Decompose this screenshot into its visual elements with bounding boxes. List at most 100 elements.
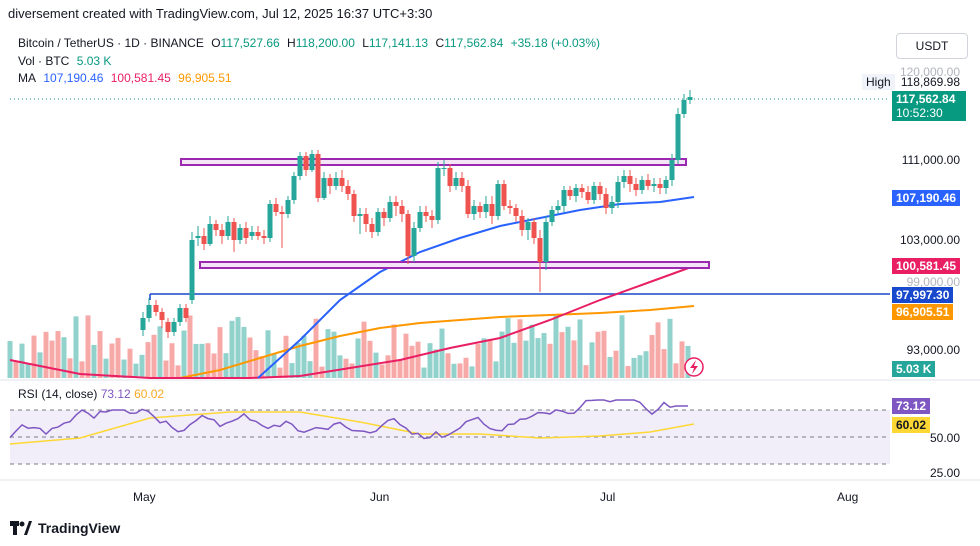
volume-bar (667, 318, 673, 378)
low-value: 117,141.13 (368, 36, 429, 50)
volume-bar (577, 319, 583, 378)
ma2-tag: 100,581.45 (892, 258, 961, 274)
rsi-legend[interactable]: RSI (14, close) 73.12 60.02 (18, 387, 164, 401)
currency-button[interactable]: USDT (896, 33, 968, 59)
candle-body (333, 178, 339, 186)
volume-bar (79, 361, 85, 378)
candle-body (603, 194, 609, 208)
candle-body (531, 222, 537, 238)
candle-body (597, 186, 603, 194)
volume-bar (367, 340, 373, 378)
candle-body (255, 232, 261, 236)
high-label: High (862, 74, 895, 90)
volume-bar (229, 320, 235, 378)
volume-bar (181, 330, 187, 378)
volume-bar (7, 341, 13, 378)
volume-value: 5.03 K (76, 54, 112, 68)
volume-bar (127, 348, 133, 378)
rsi-ma-value: 60.02 (134, 387, 165, 401)
current-price-value: 117,562.84 (896, 92, 956, 106)
open-value: 117,527.66 (220, 36, 280, 50)
candle-body (339, 178, 345, 186)
volume-bar (373, 352, 379, 378)
candle-body (285, 200, 291, 214)
hline-tag: 97,997.30 (892, 287, 954, 303)
high-value: 118,200.00 (295, 36, 355, 50)
volume-bar (433, 349, 439, 378)
candle-body (279, 212, 285, 214)
candle-body (459, 178, 465, 186)
volume-bar (337, 355, 343, 378)
volume-bar (289, 363, 295, 378)
candle-body (657, 184, 663, 188)
volume-tag: 5.03 K (892, 361, 936, 377)
candle-body (543, 222, 549, 262)
candle-body (561, 190, 567, 206)
rsi-tag: 73.12 (892, 398, 931, 414)
candle-body (327, 178, 333, 186)
candle-body (153, 305, 159, 312)
candle-body (681, 100, 687, 114)
candle-body (177, 308, 183, 322)
candle-body (555, 206, 561, 210)
volume-bar (247, 337, 253, 378)
candle-body (633, 184, 639, 190)
volume-bar (409, 345, 415, 378)
volume-bar (133, 363, 139, 378)
volume-bar (25, 363, 31, 378)
candle-body (297, 156, 303, 176)
candle-body (237, 228, 243, 240)
volume-bar (463, 357, 469, 378)
candle-body (573, 188, 579, 196)
candle-body (387, 202, 393, 218)
close-value: 117,562.84 (444, 36, 504, 50)
candle-body (201, 236, 207, 244)
volume-bar (325, 329, 331, 378)
candle-body (483, 204, 489, 212)
candle-body (507, 206, 513, 208)
date-tick-aug: Aug (837, 490, 859, 504)
candle-body (189, 240, 195, 300)
candle-body (207, 224, 213, 244)
volume-bar (169, 343, 175, 378)
volume-bar (139, 354, 145, 378)
candle-body (225, 222, 231, 236)
rsi-label: RSI (14, close) (18, 387, 98, 401)
volume-bar (271, 353, 277, 378)
symbol-name: Bitcoin / TetherUS · 1D · BINANCE (18, 36, 204, 50)
candle-body (465, 186, 471, 214)
symbol-legend[interactable]: Bitcoin / TetherUS · 1D · BINANCE O117,5… (18, 36, 604, 50)
candle-body (639, 180, 645, 190)
candle-body (381, 212, 387, 218)
candle-body (621, 176, 627, 182)
candle-body (267, 204, 273, 238)
candle-body (411, 228, 417, 256)
candle-body (669, 160, 675, 180)
lightning-icon[interactable] (684, 357, 704, 377)
candle-body (513, 208, 519, 216)
candle-body (495, 184, 501, 216)
volume-legend[interactable]: Vol · BTC 5.03 K (18, 54, 115, 68)
candle-body (645, 180, 651, 186)
tradingview-logo[interactable]: TradingView (10, 520, 120, 536)
volume-bar (553, 314, 559, 378)
ma3-line (179, 305, 695, 379)
countdown-value: 10:52:30 (896, 106, 943, 120)
volume-bar (55, 331, 61, 378)
candle-body (585, 192, 591, 200)
volume-bar (523, 340, 529, 378)
candle-body (291, 176, 297, 200)
candle-body (663, 180, 669, 188)
candle-body (146, 305, 152, 318)
volume-bar (85, 315, 91, 378)
volume-bar (529, 324, 535, 378)
candle-body (549, 210, 555, 222)
rsi-axis-25: 25.00 (929, 466, 960, 480)
volume-bar (379, 364, 385, 378)
volume-bar (31, 335, 37, 378)
ma-legend[interactable]: MA 107,190.46 100,581.45 96,905.51 (18, 71, 236, 85)
volume-bar (661, 349, 667, 378)
volume-bar (301, 335, 307, 378)
volume-bar (637, 355, 643, 378)
